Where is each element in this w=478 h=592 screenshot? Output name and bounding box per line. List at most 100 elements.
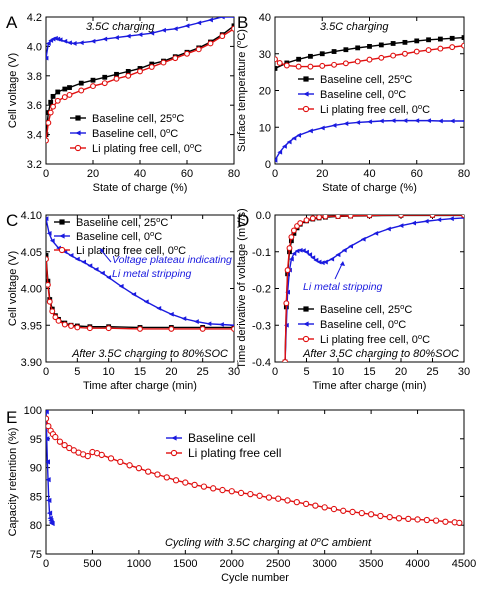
legend-label: Li plating free cell, 0oC <box>92 141 202 156</box>
data-point <box>296 56 302 62</box>
data-point <box>191 481 198 489</box>
chart-panel-b: B 0 20 40 60 80 0 10 20 30 40 State of charge (%) Su… <box>234 12 471 194</box>
data-point <box>290 227 297 234</box>
annotation-arrowhead <box>340 261 345 266</box>
data-point <box>437 36 443 42</box>
data-point <box>398 223 404 229</box>
data-point <box>295 63 302 70</box>
data-point <box>143 299 149 305</box>
data-point <box>46 281 51 288</box>
data-point <box>57 37 63 43</box>
data-point <box>386 513 393 521</box>
data-point <box>288 256 294 262</box>
data-point <box>46 55 49 61</box>
x-tick-label: 30 <box>458 366 470 378</box>
data-point <box>313 257 319 263</box>
y-tick-label: 0 <box>265 159 271 171</box>
data-point <box>275 495 282 502</box>
data-point <box>219 486 226 494</box>
series-line <box>275 119 464 161</box>
data-point <box>286 245 293 252</box>
data-point <box>90 77 96 83</box>
x-tick-label: 25 <box>426 366 438 378</box>
legend-label: Baseline cell, 0oC <box>320 317 406 332</box>
data-point <box>342 60 349 67</box>
data-point <box>90 38 96 44</box>
data-point <box>275 157 278 163</box>
data-point <box>449 35 455 41</box>
data-point <box>348 243 353 249</box>
data-point <box>276 59 283 66</box>
data-point <box>219 322 224 327</box>
data-point <box>46 459 50 465</box>
data-point <box>98 451 105 459</box>
data-point <box>390 41 396 46</box>
y-tick-label: 3.95 <box>21 320 42 332</box>
plot-area <box>275 35 464 163</box>
data-point <box>67 85 72 90</box>
panel-annotation: Li metal stripping <box>112 268 192 280</box>
data-point <box>300 248 306 254</box>
data-point <box>67 40 72 46</box>
data-point <box>160 59 167 66</box>
data-point <box>286 139 292 145</box>
legend-label: Baseline cell, 0oC <box>76 229 162 244</box>
data-point <box>206 321 212 327</box>
x-tick-label: 60 <box>181 168 193 180</box>
data-point <box>316 259 322 265</box>
data-point <box>283 300 290 307</box>
legend-marker <box>59 233 65 239</box>
data-point <box>265 494 273 501</box>
data-point <box>105 325 112 332</box>
data-point <box>378 118 384 124</box>
data-point <box>84 452 91 460</box>
x-tick-label: 20 <box>316 168 328 180</box>
x-tick-label: 1500 <box>173 558 197 570</box>
data-point <box>231 23 234 29</box>
data-point <box>330 505 338 513</box>
data-point <box>207 40 214 47</box>
legend-label: Baseline cell <box>188 431 255 445</box>
legend-marker <box>302 105 310 113</box>
data-point <box>208 17 213 23</box>
data-point <box>200 483 208 490</box>
data-point <box>426 118 431 124</box>
data-point <box>322 215 329 220</box>
legend-label: Baseline cell, 25oC <box>320 72 412 87</box>
data-point <box>184 50 190 57</box>
data-point <box>172 26 178 32</box>
data-point <box>321 504 328 511</box>
data-point <box>284 267 291 274</box>
data-point <box>288 234 295 241</box>
y-axis-label: Time derivative of voltage (mV/s) <box>236 208 248 368</box>
legend-label: Baseline cell, 0oC <box>92 126 178 141</box>
data-point <box>390 52 397 59</box>
data-point <box>195 46 202 53</box>
legend-label: Baseline cell, 25oC <box>320 302 412 317</box>
legend-marker <box>58 246 66 254</box>
data-point <box>319 62 326 69</box>
data-point <box>331 49 337 54</box>
data-point <box>386 226 391 232</box>
data-point <box>163 474 170 481</box>
data-point <box>461 35 464 40</box>
x-axis-label: Time after charge (min) <box>83 380 197 392</box>
data-point <box>297 247 303 253</box>
x-tick-label: 40 <box>363 168 375 180</box>
data-point <box>335 215 341 220</box>
data-point <box>102 74 108 80</box>
annotation-arrow <box>100 249 112 263</box>
data-point <box>231 325 234 332</box>
data-point <box>61 94 68 101</box>
data-point <box>49 238 55 244</box>
data-point <box>231 17 234 19</box>
data-point <box>395 515 403 522</box>
data-point <box>411 220 416 226</box>
y-tick-label: 0.0 <box>256 210 271 222</box>
legend-marker <box>302 335 310 343</box>
y-tick-label: -0.4 <box>252 357 271 369</box>
x-tick-label: 10 <box>332 366 344 378</box>
series-line <box>284 215 464 362</box>
data-point <box>367 511 375 518</box>
